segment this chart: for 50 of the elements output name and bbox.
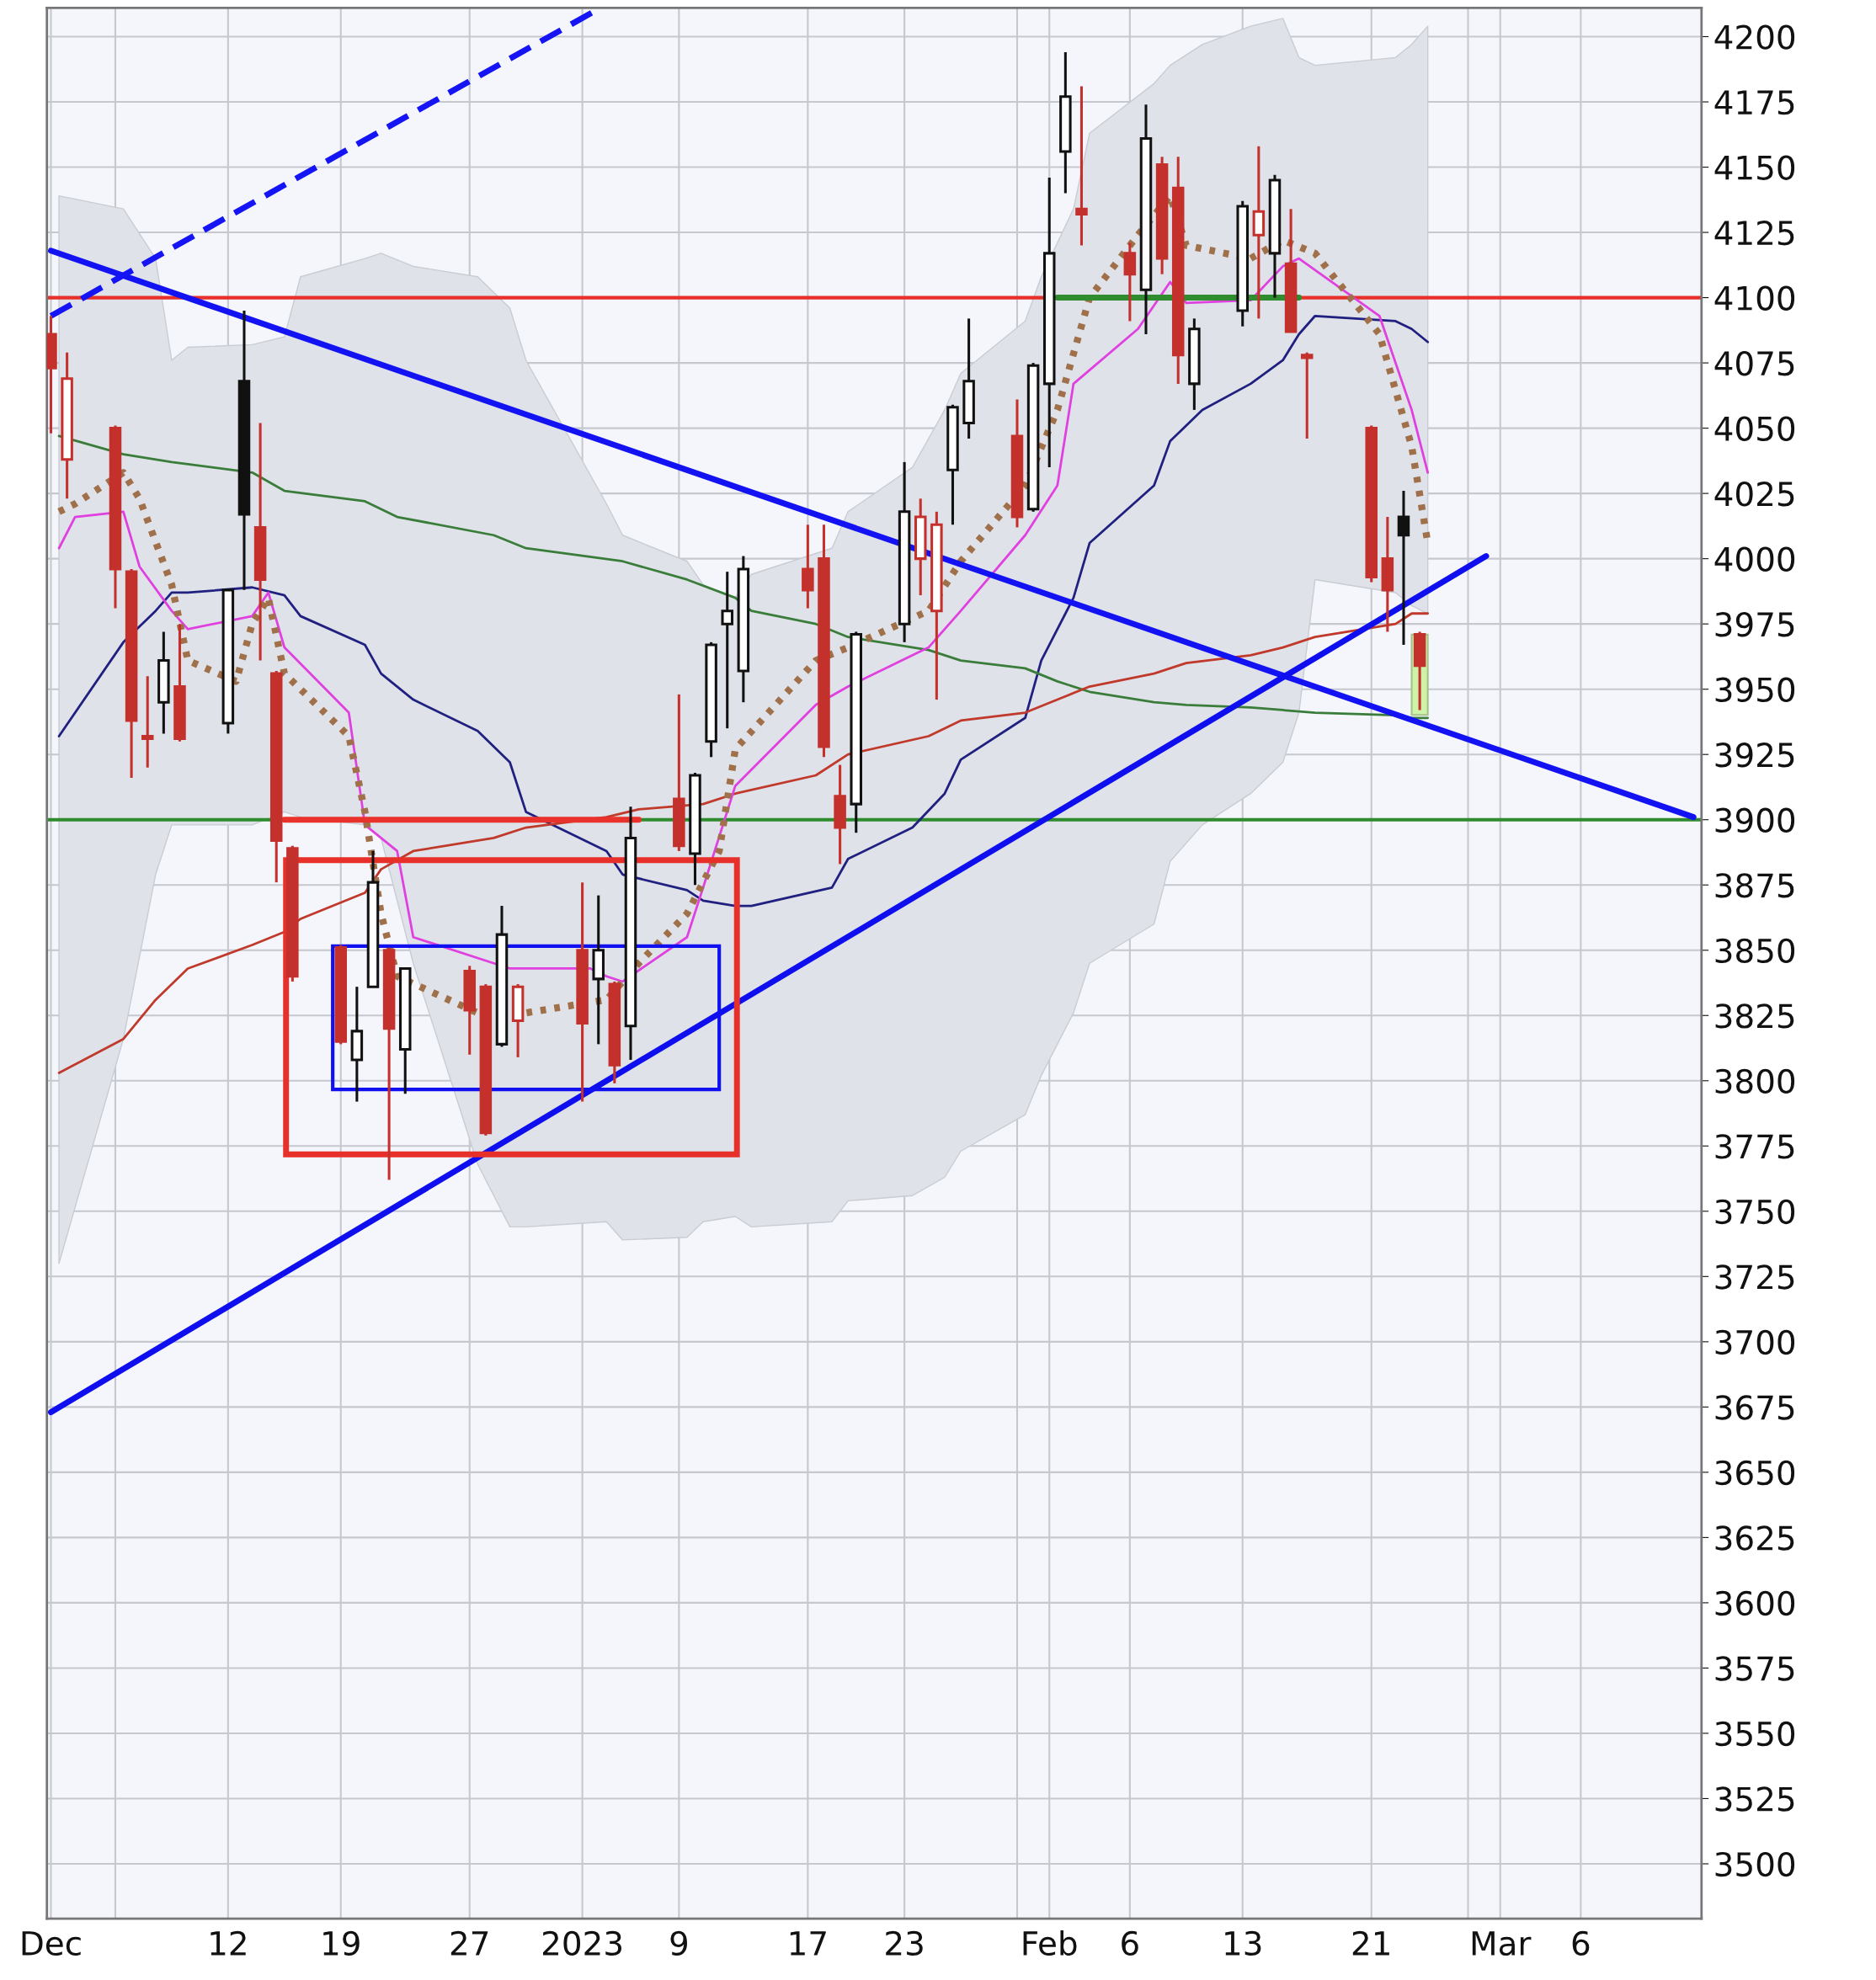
y-tick-label: 3800 xyxy=(1715,1068,1795,1094)
y-tick-label: 3600 xyxy=(1715,1590,1795,1616)
y-tick-label: 4100 xyxy=(1714,285,1795,311)
y-tick-label: 3975 xyxy=(1715,612,1794,637)
candlestick xyxy=(1300,352,1314,439)
x-tick-label: 19 xyxy=(323,1930,360,1956)
x-tick-label: 2023 xyxy=(542,1930,621,1956)
candlestick xyxy=(141,676,154,768)
y-tick-label: 3625 xyxy=(1715,1525,1794,1551)
y-tick-label: 4000 xyxy=(1714,546,1795,572)
x-tick-label: 27 xyxy=(450,1930,488,1956)
y-tick-label: 3525 xyxy=(1715,1786,1794,1812)
y-tick-label: 3925 xyxy=(1715,742,1794,768)
y-tick-label: 4175 xyxy=(1714,90,1794,115)
candlestick xyxy=(721,572,733,730)
x-tick-label: Dec xyxy=(22,1931,81,1956)
y-tick-label: 3850 xyxy=(1715,938,1795,964)
y-tick-label: 4150 xyxy=(1714,155,1795,180)
y-tick-label: 3775 xyxy=(1715,1134,1794,1159)
y-tick-label: 4075 xyxy=(1714,351,1794,376)
y-tick-label: 3500 xyxy=(1715,1851,1795,1877)
x-tick-label: 21 xyxy=(1352,1930,1389,1956)
x-tick-label: 6 xyxy=(1122,1930,1138,1956)
line-series xyxy=(57,434,1430,720)
y-tick-label: 4125 xyxy=(1714,220,1794,246)
x-tick-label: Feb xyxy=(1023,1929,1077,1956)
y-tick-label: 4200 xyxy=(1714,24,1795,50)
y-tick-label: 3875 xyxy=(1715,873,1794,898)
x-tick-label: 12 xyxy=(211,1930,246,1956)
x-tick-label: 17 xyxy=(790,1931,826,1956)
y-tick-label: 3575 xyxy=(1715,1656,1794,1681)
y-tick-label: 3700 xyxy=(1715,1329,1795,1355)
y-tick-label: 3675 xyxy=(1715,1395,1794,1420)
y-tick-label: 3550 xyxy=(1715,1721,1795,1747)
y-tick-label: 3725 xyxy=(1715,1264,1794,1290)
y-tick-label: 4050 xyxy=(1714,416,1795,441)
x-tick-label: 13 xyxy=(1225,1930,1261,1956)
y-tick-label: 4025 xyxy=(1714,482,1794,507)
y-tick-label: 3950 xyxy=(1715,677,1795,703)
x-tick-label: 6 xyxy=(1572,1930,1590,1956)
y-tick-label: 3750 xyxy=(1715,1199,1795,1225)
y-tick-label: 3825 xyxy=(1715,1003,1794,1029)
candlestick xyxy=(1397,491,1410,645)
candlestick xyxy=(1075,86,1088,246)
line-series xyxy=(57,314,1430,908)
x-tick-label: 9 xyxy=(670,1930,687,1956)
x-tick-label: 23 xyxy=(886,1930,923,1956)
x-tick-label: Mar xyxy=(1472,1931,1532,1956)
y-tick-label: 3900 xyxy=(1715,807,1795,833)
y-tick-label: 3650 xyxy=(1715,1460,1795,1486)
